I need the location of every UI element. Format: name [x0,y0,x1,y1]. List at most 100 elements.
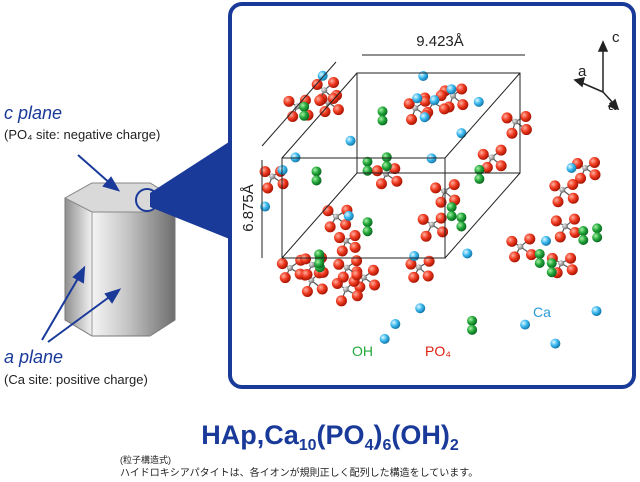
formula: HAp,Ca10(PO4)6(OH)2 [201,420,459,454]
atom [423,255,435,267]
atom [419,95,431,107]
zoom-cone [150,140,232,240]
atom [567,179,579,191]
atom [540,235,551,246]
atom [550,338,561,349]
atom [319,106,331,118]
atom [340,219,352,231]
atom [362,217,373,228]
atom [301,285,313,297]
atom [506,235,518,247]
atom [343,264,350,271]
atom [456,212,467,223]
atom [477,148,489,160]
atom [308,261,315,268]
atom [360,274,367,281]
cell-width: 9.423Å [416,33,464,50]
atom [333,258,345,270]
formula-part: (PO [317,420,365,450]
atom [314,258,325,269]
atom [546,258,557,269]
cell-height: 6.875Å [240,184,257,232]
c-plane-note: (PO₄ site: negative charge) [4,127,160,142]
atom [287,111,299,123]
unit-cell [261,54,525,259]
atom [415,264,422,271]
atom [277,178,289,190]
atom [316,283,328,295]
atom [509,251,521,263]
atom [409,251,420,262]
caption: ハイドロキシアパタイトは、各イオンが規則正しく配列した構造をしています。 [120,466,478,479]
formula-sub: 4 [365,437,374,454]
atom [375,178,387,190]
atom [549,180,561,192]
atom [324,221,336,233]
atom [290,152,301,163]
atom [259,166,271,178]
atom [419,112,430,123]
atom [554,231,566,243]
axis-a2: a [608,97,617,114]
atom [575,172,587,184]
atom [462,248,473,259]
atom [558,260,565,267]
atom [327,92,339,104]
atom [345,135,356,146]
atom [589,169,601,181]
atom [362,165,373,176]
atom [474,164,485,175]
axis-c: c [612,29,620,46]
atom [525,249,537,261]
plane-arrows [41,154,122,343]
atom [467,324,478,335]
atom [589,156,601,168]
crystal-prism [63,182,176,337]
atom [371,165,383,177]
atom [456,128,467,139]
atom [391,175,403,187]
formula-part: (OH) [391,420,449,450]
atom [377,115,388,126]
atom [420,230,432,242]
atom [332,104,344,116]
atom [260,201,271,212]
atom [349,230,361,242]
formula-sub: 10 [299,437,317,454]
atom [337,271,349,283]
atom [362,156,373,167]
atom [362,226,373,237]
atom [269,173,276,180]
atom [336,245,348,257]
atom [569,227,581,239]
legend-po4: PO₄ [425,343,451,359]
atom [569,213,581,225]
atom [322,205,334,217]
atom [351,290,363,302]
atom [448,179,460,191]
atom [501,112,513,124]
atom [403,98,415,110]
atom [435,196,447,208]
formula-sub: 2 [450,437,459,454]
atom [314,94,326,106]
atom [311,175,322,186]
atom [379,333,390,344]
atom [495,160,507,172]
atom [512,118,519,125]
atom [412,93,423,104]
atom [317,70,328,81]
atom [578,235,589,246]
atom [567,192,579,204]
atom [351,269,363,281]
atom [592,232,603,243]
atom [578,226,589,237]
formula-sub: 6 [382,437,391,454]
a-plane-label: a plane [4,347,63,367]
atom [349,241,361,253]
atom [467,315,478,326]
atom [262,182,274,194]
atom [333,213,340,220]
